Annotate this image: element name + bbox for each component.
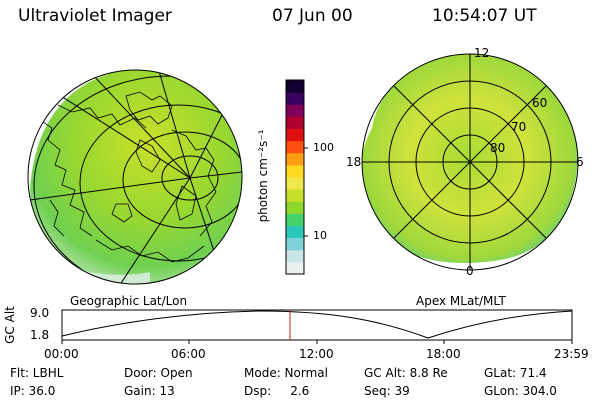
colorbar-segment [286, 140, 304, 154]
altitude-xtick-0: 00:00 [44, 347, 79, 361]
altitude-xtick-3: 18:00 [426, 347, 461, 361]
mlat-label-70: 70 [511, 120, 527, 134]
colorbar-unit-text: photon cm⁻²s⁻¹ [256, 129, 270, 223]
colorbar-segment [286, 201, 304, 214]
status-filter: Flt: LBHL [10, 366, 64, 380]
status-glat: GLat: 71.4 [484, 366, 547, 380]
mlt-label-0: 0 [466, 264, 474, 278]
altitude-xtick-4: 23:59 [554, 347, 589, 361]
colorbar-segment [286, 80, 304, 93]
geographic-caption: Geographic Lat/Lon [70, 294, 188, 308]
left-auroral-image [30, 70, 242, 284]
colorbar-tick-100: 100 [313, 141, 334, 154]
apex-caption: Apex MLat/MLT [416, 294, 506, 308]
status-ip: IP: 36.0 [10, 384, 56, 398]
colorbar-segment [286, 249, 304, 263]
colorbar-segment [286, 189, 304, 202]
colorbar-segment [286, 213, 304, 226]
altitude-curve [61, 310, 573, 339]
altitude-xtick-1: 06:00 [171, 347, 206, 361]
colorbar-segment [286, 164, 304, 178]
colorbar-segment [286, 116, 304, 129]
colorbar [285, 79, 308, 275]
polar-plot [361, 53, 579, 271]
image-date: 07 Jun 00 [272, 6, 353, 26]
colorbar-segment [286, 261, 304, 275]
colorbar-segment [286, 92, 304, 105]
mlt-label-18: 18 [346, 155, 362, 169]
status-dsp: Dsp: 2.6 [244, 384, 310, 398]
status-gc-alt: GC Alt: 8.8 Re [364, 366, 448, 380]
altitude-ytick-top: 9.0 [30, 306, 50, 320]
status-seq: Seq: 39 [364, 384, 410, 398]
status-door: Door: Open [124, 366, 193, 380]
colorbar-tick-10: 10 [313, 229, 327, 242]
instrument-title: Ultraviolet Imager [18, 6, 172, 26]
mlat-label-80: 80 [490, 141, 506, 155]
right-auroral-image [362, 54, 578, 263]
altitude-xtick-2: 12:00 [299, 347, 334, 361]
coastlines [39, 91, 217, 263]
altitude-ytick-bottom: 1.8 [30, 328, 50, 342]
polar-grid [361, 53, 579, 271]
colorbar-segment [286, 225, 304, 239]
colorbar-segment [286, 104, 304, 117]
altitude-plot [61, 309, 573, 344]
image-time: 10:54:07 UT [432, 6, 537, 26]
colorbar-segment [286, 152, 304, 166]
status-glon: GLon: 304.0 [484, 384, 557, 398]
colorbar-segment [286, 128, 304, 142]
colorbar-segment [286, 177, 304, 190]
colorbar-segment [286, 237, 304, 251]
mlt-label-12: 12 [474, 46, 490, 60]
altitude-plot-frame [61, 309, 573, 341]
colorbar-frame [285, 79, 305, 275]
status-mode: Mode: Normal [244, 366, 328, 380]
mlat-label-60: 60 [532, 96, 548, 110]
mlt-label-6: 6 [576, 155, 584, 169]
altitude-ylabel-text: GC Alt [3, 306, 17, 344]
status-gain: Gain: 13 [124, 384, 175, 398]
geographic-map [27, 69, 243, 285]
